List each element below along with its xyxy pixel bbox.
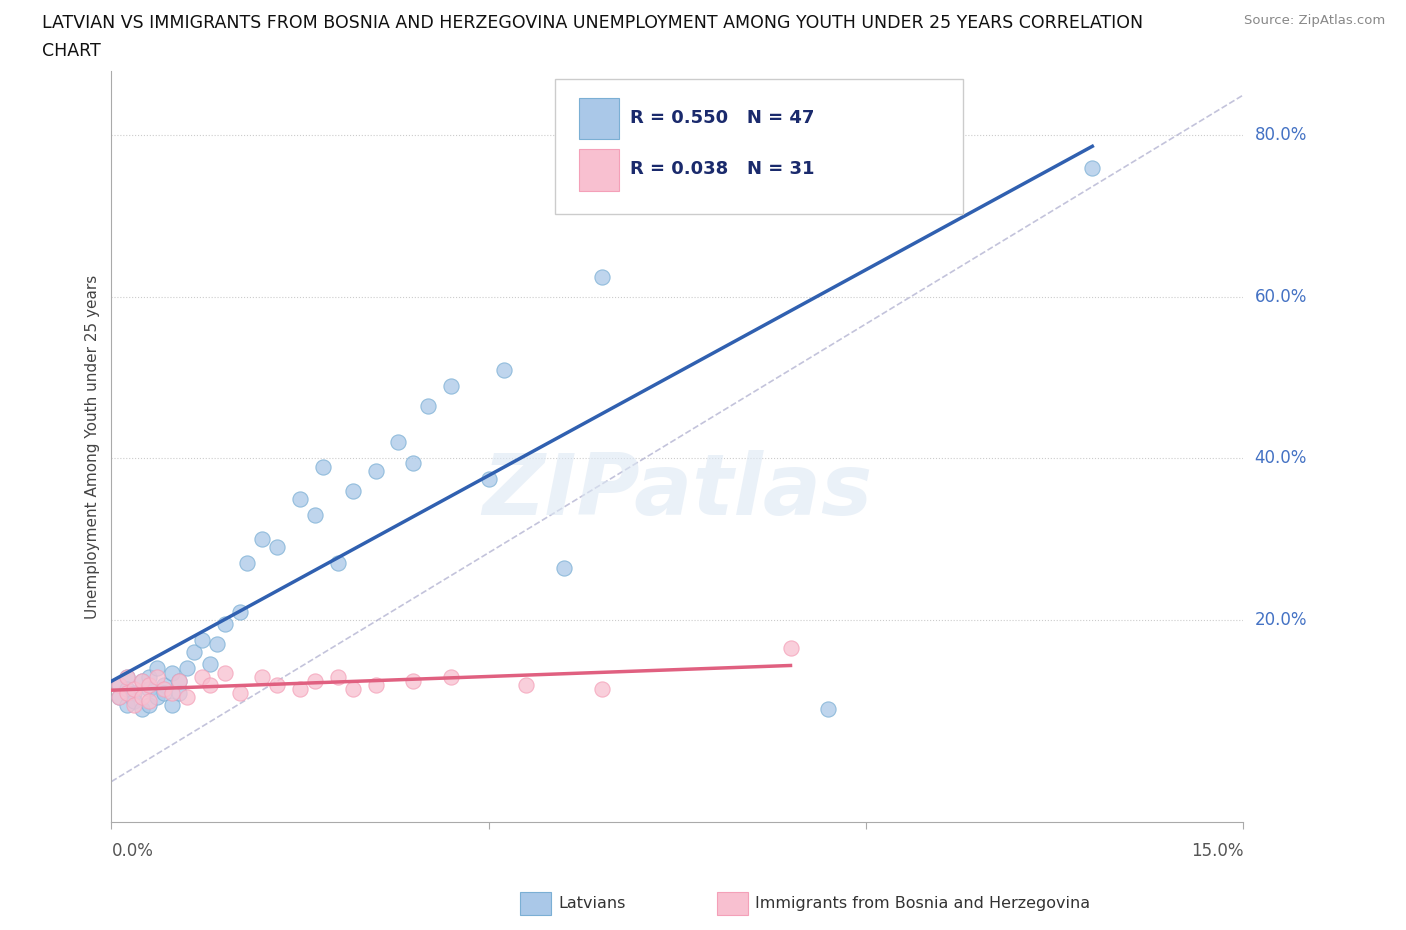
Point <box>198 677 221 692</box>
Y-axis label: Unemployment Among Youth under 25 years: Unemployment Among Youth under 25 years <box>86 274 100 618</box>
Point <box>342 682 364 697</box>
Point <box>492 362 515 377</box>
Point <box>145 661 167 676</box>
Point <box>817 701 839 716</box>
Point <box>304 673 326 688</box>
Point <box>418 399 440 414</box>
Point <box>115 682 138 697</box>
Point <box>138 669 160 684</box>
Point <box>387 435 409 450</box>
Point <box>115 669 138 684</box>
Point <box>131 673 153 688</box>
Point <box>364 463 387 478</box>
Point <box>205 637 228 652</box>
Point <box>402 455 425 470</box>
Point <box>228 604 250 619</box>
Point <box>666 184 689 199</box>
Text: 20.0%: 20.0% <box>1254 611 1308 629</box>
Text: R = 0.550   N = 47: R = 0.550 N = 47 <box>630 109 814 127</box>
Point <box>138 694 160 709</box>
Point <box>108 689 131 704</box>
Point <box>591 270 613 285</box>
Text: 15.0%: 15.0% <box>1191 843 1243 860</box>
Point <box>228 685 250 700</box>
Point <box>266 540 288 555</box>
Point <box>191 669 214 684</box>
Point <box>153 685 176 700</box>
Text: R = 0.038   N = 31: R = 0.038 N = 31 <box>630 160 814 179</box>
Point <box>108 677 131 692</box>
Point <box>304 508 326 523</box>
Point <box>515 677 537 692</box>
Point <box>169 673 191 688</box>
Point <box>160 665 183 680</box>
Point <box>326 669 349 684</box>
Point <box>169 685 191 700</box>
Text: 60.0%: 60.0% <box>1254 288 1308 306</box>
Point <box>183 644 205 659</box>
Point <box>402 673 425 688</box>
Point <box>131 673 153 688</box>
Point <box>122 685 145 700</box>
Point <box>115 669 138 684</box>
Point <box>153 682 176 697</box>
Point <box>198 657 221 671</box>
Point <box>553 560 575 575</box>
Point <box>236 556 259 571</box>
Point <box>122 682 145 697</box>
Point <box>478 472 501 486</box>
Point <box>214 665 236 680</box>
Point <box>591 682 613 697</box>
Text: Immigrants from Bosnia and Herzegovina: Immigrants from Bosnia and Herzegovina <box>755 896 1090 910</box>
Text: 40.0%: 40.0% <box>1254 449 1308 468</box>
Point <box>122 698 145 712</box>
Text: CHART: CHART <box>42 42 101 60</box>
Text: 80.0%: 80.0% <box>1254 126 1308 144</box>
Point <box>176 661 198 676</box>
Point <box>122 694 145 709</box>
Point <box>138 677 160 692</box>
Point <box>266 677 288 692</box>
Point <box>138 698 160 712</box>
Text: ZIPatlas: ZIPatlas <box>482 450 873 533</box>
Point <box>138 682 160 697</box>
Point <box>115 698 138 712</box>
Point <box>288 491 311 506</box>
Point <box>131 689 153 704</box>
Point <box>779 641 801 656</box>
Point <box>214 617 236 631</box>
Text: Latvians: Latvians <box>558 896 626 910</box>
Point <box>115 685 138 700</box>
Point <box>342 484 364 498</box>
Point <box>131 701 153 716</box>
Text: Source: ZipAtlas.com: Source: ZipAtlas.com <box>1244 14 1385 27</box>
Point <box>252 669 274 684</box>
Point <box>108 677 131 692</box>
Point <box>191 632 214 647</box>
Point <box>153 677 176 692</box>
Point <box>169 673 191 688</box>
Point <box>288 682 311 697</box>
Point <box>160 685 183 700</box>
Point <box>326 556 349 571</box>
Text: LATVIAN VS IMMIGRANTS FROM BOSNIA AND HERZEGOVINA UNEMPLOYMENT AMONG YOUTH UNDER: LATVIAN VS IMMIGRANTS FROM BOSNIA AND HE… <box>42 14 1143 32</box>
Text: 0.0%: 0.0% <box>111 843 153 860</box>
Point <box>1081 160 1104 175</box>
Point <box>145 669 167 684</box>
Point <box>440 669 463 684</box>
Point <box>145 689 167 704</box>
Point <box>440 379 463 393</box>
Point <box>312 459 335 474</box>
Point <box>176 689 198 704</box>
Point <box>252 532 274 547</box>
Point <box>108 689 131 704</box>
Point <box>364 677 387 692</box>
Point <box>160 698 183 712</box>
